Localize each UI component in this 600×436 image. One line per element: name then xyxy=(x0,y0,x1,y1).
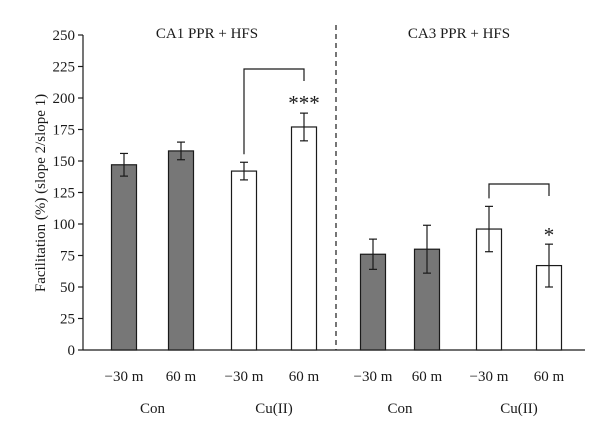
bar xyxy=(230,170,258,351)
x-category-label: −30 m xyxy=(105,369,144,385)
y-tick-label: 125 xyxy=(53,186,76,202)
x-category-label: −30 m xyxy=(470,369,509,385)
x-category-label: 60 m xyxy=(166,369,197,385)
x-category-label: 60 m xyxy=(534,369,565,385)
x-category-label: 60 m xyxy=(412,369,443,385)
y-tick-label: 200 xyxy=(53,91,76,107)
x-category-label: −30 m xyxy=(354,369,393,385)
significance-marker: *** xyxy=(288,91,320,115)
y-tick-label: 225 xyxy=(53,60,76,76)
panel-title-ca1: CA1 PPR + HFS xyxy=(156,26,258,42)
significance-bracket xyxy=(488,183,550,199)
x-group-label: Cu(II) xyxy=(500,401,538,417)
x-group-label: Con xyxy=(140,401,166,417)
y-tick-label: 150 xyxy=(53,154,76,170)
significance-marker: * xyxy=(544,223,555,247)
panel-title-ca3: CA3 PPR + HFS xyxy=(408,26,510,42)
x-category-label: 60 m xyxy=(289,369,320,385)
bar xyxy=(110,164,138,351)
y-tick-label: 250 xyxy=(53,28,76,44)
y-tick-label: 175 xyxy=(53,123,76,139)
y-tick-label: 50 xyxy=(60,280,75,296)
y-tick-label: 25 xyxy=(60,312,75,328)
y-tick-label: 0 xyxy=(68,343,76,359)
significance-bracket xyxy=(243,68,305,155)
bar xyxy=(167,150,195,351)
bar xyxy=(290,126,318,351)
bar xyxy=(535,264,563,351)
y-tick-label: 75 xyxy=(60,249,75,265)
bar xyxy=(359,253,387,351)
x-group-label: Con xyxy=(387,401,413,417)
y-axis-label: Facilitation (%) (slope 2/slope 1) xyxy=(33,94,49,292)
x-category-label: −30 m xyxy=(225,369,264,385)
y-tick-label: 100 xyxy=(53,217,76,233)
x-group-label: Cu(II) xyxy=(255,401,293,417)
